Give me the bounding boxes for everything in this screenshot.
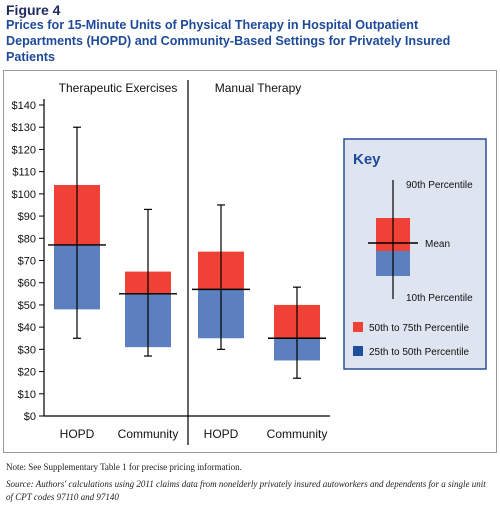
x-category-label: Community: [267, 427, 328, 441]
y-tick-label: $100: [12, 189, 36, 201]
y-tick-label: $30: [18, 344, 36, 356]
panel-title: Therapeutic Exercises: [59, 81, 178, 95]
y-axis: $0 $10 $20 $30 $40 $50 $60 $70 $80 $90 $100 $110 $12…: [12, 99, 330, 423]
box-hopd: HOPD: [48, 126, 106, 441]
y-tick-label: $10: [18, 389, 36, 401]
figure-frame: [3, 70, 497, 453]
y-tick-label: $90: [18, 211, 36, 223]
y-tick-label: $120: [12, 144, 36, 156]
legend-swatch: [353, 322, 363, 332]
x-category-label: HOPD: [60, 427, 95, 441]
legend-label: 25th to 50th Percentile: [369, 347, 470, 358]
x-category-label: HOPD: [204, 427, 239, 441]
y-tick-label: $80: [18, 233, 36, 245]
y-tick-label: $70: [18, 256, 36, 268]
boxplot-chart: $0 $10 $20 $30 $40 $50 $60 $70 $80 $90 $100 $110 $12…: [12, 80, 487, 445]
key-box: Key 90th Percentile Mean 10th Percentile 50t…: [343, 138, 487, 370]
footnote: Note: See Supplementary Table 1 for prec…: [6, 462, 242, 472]
y-tick-label: $130: [12, 122, 36, 134]
x-category-label: Community: [118, 427, 179, 441]
key-background: [343, 138, 487, 370]
legend-label: 50th to 75th Percentile: [369, 323, 470, 334]
source-note: Source: Authors' calculations using 2011…: [6, 479, 486, 502]
plot-area: Therapeutic Exercises HOPD Community Manual…: [48, 80, 327, 445]
y-tick-label: $60: [18, 278, 36, 290]
key-p10-label: 10th Percentile: [406, 293, 473, 304]
chart-title: Prices for 15-Minute Units of Physical T…: [6, 18, 451, 64]
box-community: Community: [267, 286, 328, 441]
box-community: Community: [118, 208, 179, 441]
figure-label: Figure 4: [6, 2, 61, 18]
key-mean-label: Mean: [425, 239, 450, 250]
key-p90-label: 90th Percentile: [406, 180, 473, 191]
panel-title: Manual Therapy: [215, 81, 302, 95]
key-title: Key: [353, 151, 381, 168]
y-tick-label: $50: [18, 300, 36, 312]
y-tick-label: $140: [12, 100, 36, 112]
y-tick-label: $110: [12, 167, 36, 179]
box-hopd: HOPD: [192, 204, 250, 441]
legend-swatch: [353, 346, 363, 356]
y-tick-label: $20: [18, 367, 36, 379]
y-tick-label: $40: [18, 322, 36, 334]
y-tick-label: $0: [24, 411, 36, 423]
